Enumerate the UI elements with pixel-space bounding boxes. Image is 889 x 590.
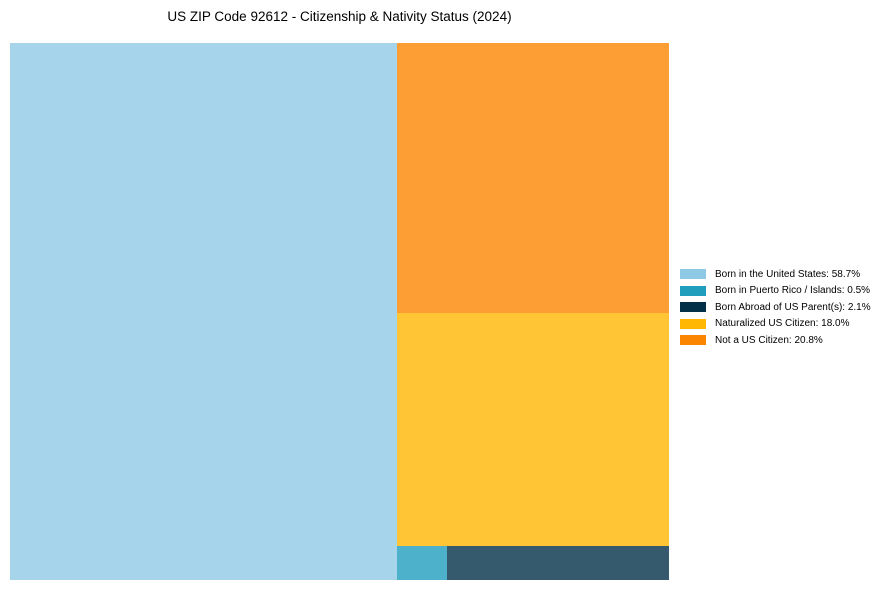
tile-puerto-rico: [397, 546, 447, 580]
tile-born-us: [10, 43, 397, 580]
tile-naturalized: [397, 313, 669, 546]
treemap-plot: [10, 43, 669, 580]
legend-swatch-icon: [680, 335, 706, 345]
legend-swatch-icon: [680, 285, 706, 296]
tile-abroad-us-parents: [447, 546, 669, 580]
legend-item-puerto-rico: Born in Puerto Rico / Islands: 0.5%: [680, 283, 871, 299]
legend-item-born-us: Born in the United States: 58.7%: [680, 266, 871, 282]
legend-label: Naturalized US Citizen: 18.0%: [715, 318, 850, 329]
tile-not-citizen: [397, 43, 669, 313]
legend: Born in the United States: 58.7% Born in…: [680, 266, 871, 349]
legend-item-not-citizen: Not a US Citizen: 20.8%: [680, 332, 871, 348]
legend-swatch-icon: [680, 302, 706, 312]
legend-item-naturalized: Naturalized US Citizen: 18.0%: [680, 316, 871, 332]
legend-label: Born in Puerto Rico / Islands: 0.5%: [715, 285, 871, 296]
chart-title: US ZIP Code 92612 - Citizenship & Nativi…: [167, 9, 512, 24]
legend-label: Born Abroad of US Parent(s): 2.1%: [715, 301, 871, 313]
legend-label: Not a US Citizen: 20.8%: [715, 334, 823, 346]
legend-swatch-icon: [680, 318, 706, 329]
legend-label: Born in the United States: 58.7%: [715, 268, 861, 280]
legend-item-abroad-us-parents: Born Abroad of US Parent(s): 2.1%: [680, 299, 871, 315]
legend-swatch-icon: [680, 269, 706, 279]
